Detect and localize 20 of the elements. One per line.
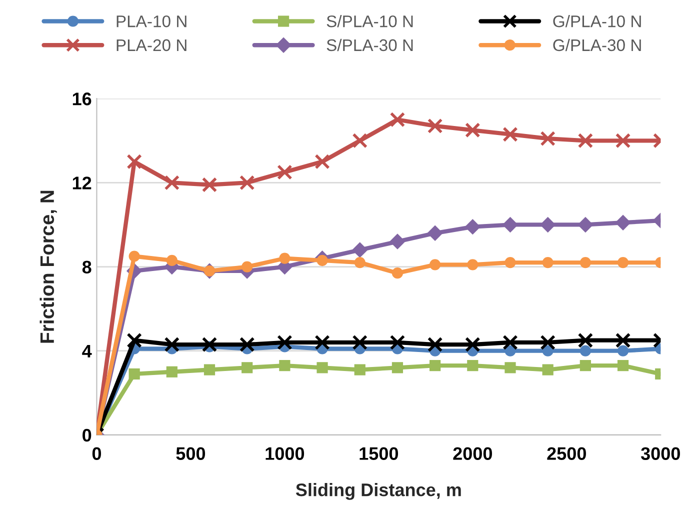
x-tick-label: 2000 bbox=[453, 447, 492, 460]
legend-label: G/PLA-10 N bbox=[553, 15, 641, 28]
legend-label: PLA-10 N bbox=[116, 15, 186, 28]
y-tick-label: 4 bbox=[82, 344, 92, 358]
legend-label: S/PLA-10 N bbox=[326, 15, 413, 28]
x-tick-label: 500 bbox=[176, 447, 206, 460]
y-tick-label: 8 bbox=[82, 260, 92, 274]
x-axis-title: Sliding Distance, m bbox=[296, 483, 461, 500]
legend-label: G/PLA-30 N bbox=[553, 38, 641, 52]
legend-label: PLA-20 N bbox=[116, 39, 186, 52]
legend-label: S/PLA-30 N bbox=[326, 38, 413, 52]
y-tick-label: 12 bbox=[72, 176, 92, 190]
x-tick-label: 0 bbox=[92, 447, 102, 460]
y-axis-title: Friction Force, N bbox=[40, 190, 57, 343]
x-tick-label: 1500 bbox=[360, 447, 398, 460]
x-tick-label: 1000 bbox=[266, 447, 304, 460]
y-tick-label: 16 bbox=[72, 92, 92, 106]
x-tick-label: 3000 bbox=[640, 447, 680, 460]
x-tick-label: 2500 bbox=[547, 447, 586, 460]
y-tick-label: 0 bbox=[82, 428, 92, 442]
